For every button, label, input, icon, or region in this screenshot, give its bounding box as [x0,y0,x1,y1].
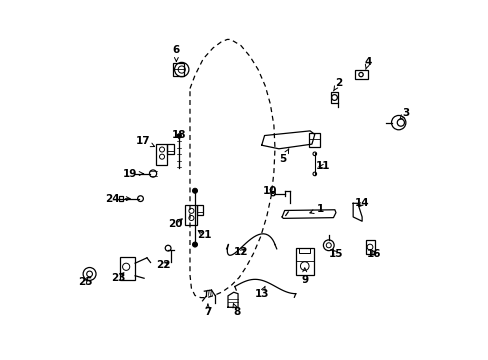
Text: 3: 3 [399,108,408,120]
Text: 16: 16 [366,248,381,258]
Text: 12: 12 [233,247,247,257]
Text: 11: 11 [315,161,329,171]
Bar [185,206,196,225]
Bar [308,134,319,147]
Bar [173,63,183,76]
Bar [196,205,203,215]
Bar [330,93,338,103]
Text: 10: 10 [262,186,276,197]
Text: 14: 14 [354,198,368,208]
Text: 17: 17 [136,136,154,147]
Text: 9: 9 [301,268,307,285]
Bar [365,240,374,254]
Text: 6: 6 [172,45,180,62]
Text: 13: 13 [254,286,268,299]
Text: 23: 23 [111,273,125,283]
Circle shape [177,134,181,138]
Bar [295,248,313,275]
Bar [119,196,123,201]
Text: 24: 24 [105,194,130,204]
Text: 18: 18 [172,130,186,140]
Text: 22: 22 [156,260,171,270]
Text: 19: 19 [123,168,143,179]
Circle shape [192,242,197,247]
Text: 8: 8 [232,303,240,317]
Bar [299,248,309,253]
Bar [354,70,367,79]
Text: 15: 15 [328,248,343,258]
Bar [120,257,135,280]
Text: 1: 1 [309,204,324,215]
Text: 7: 7 [204,304,211,317]
Bar [156,144,167,165]
Circle shape [192,188,197,193]
Text: 5: 5 [279,149,288,164]
Text: 25: 25 [78,277,92,287]
Text: 4: 4 [364,57,371,69]
Text: 20: 20 [168,219,183,229]
Text: 2: 2 [333,78,342,91]
Text: 21: 21 [197,230,211,239]
Bar [167,144,174,154]
